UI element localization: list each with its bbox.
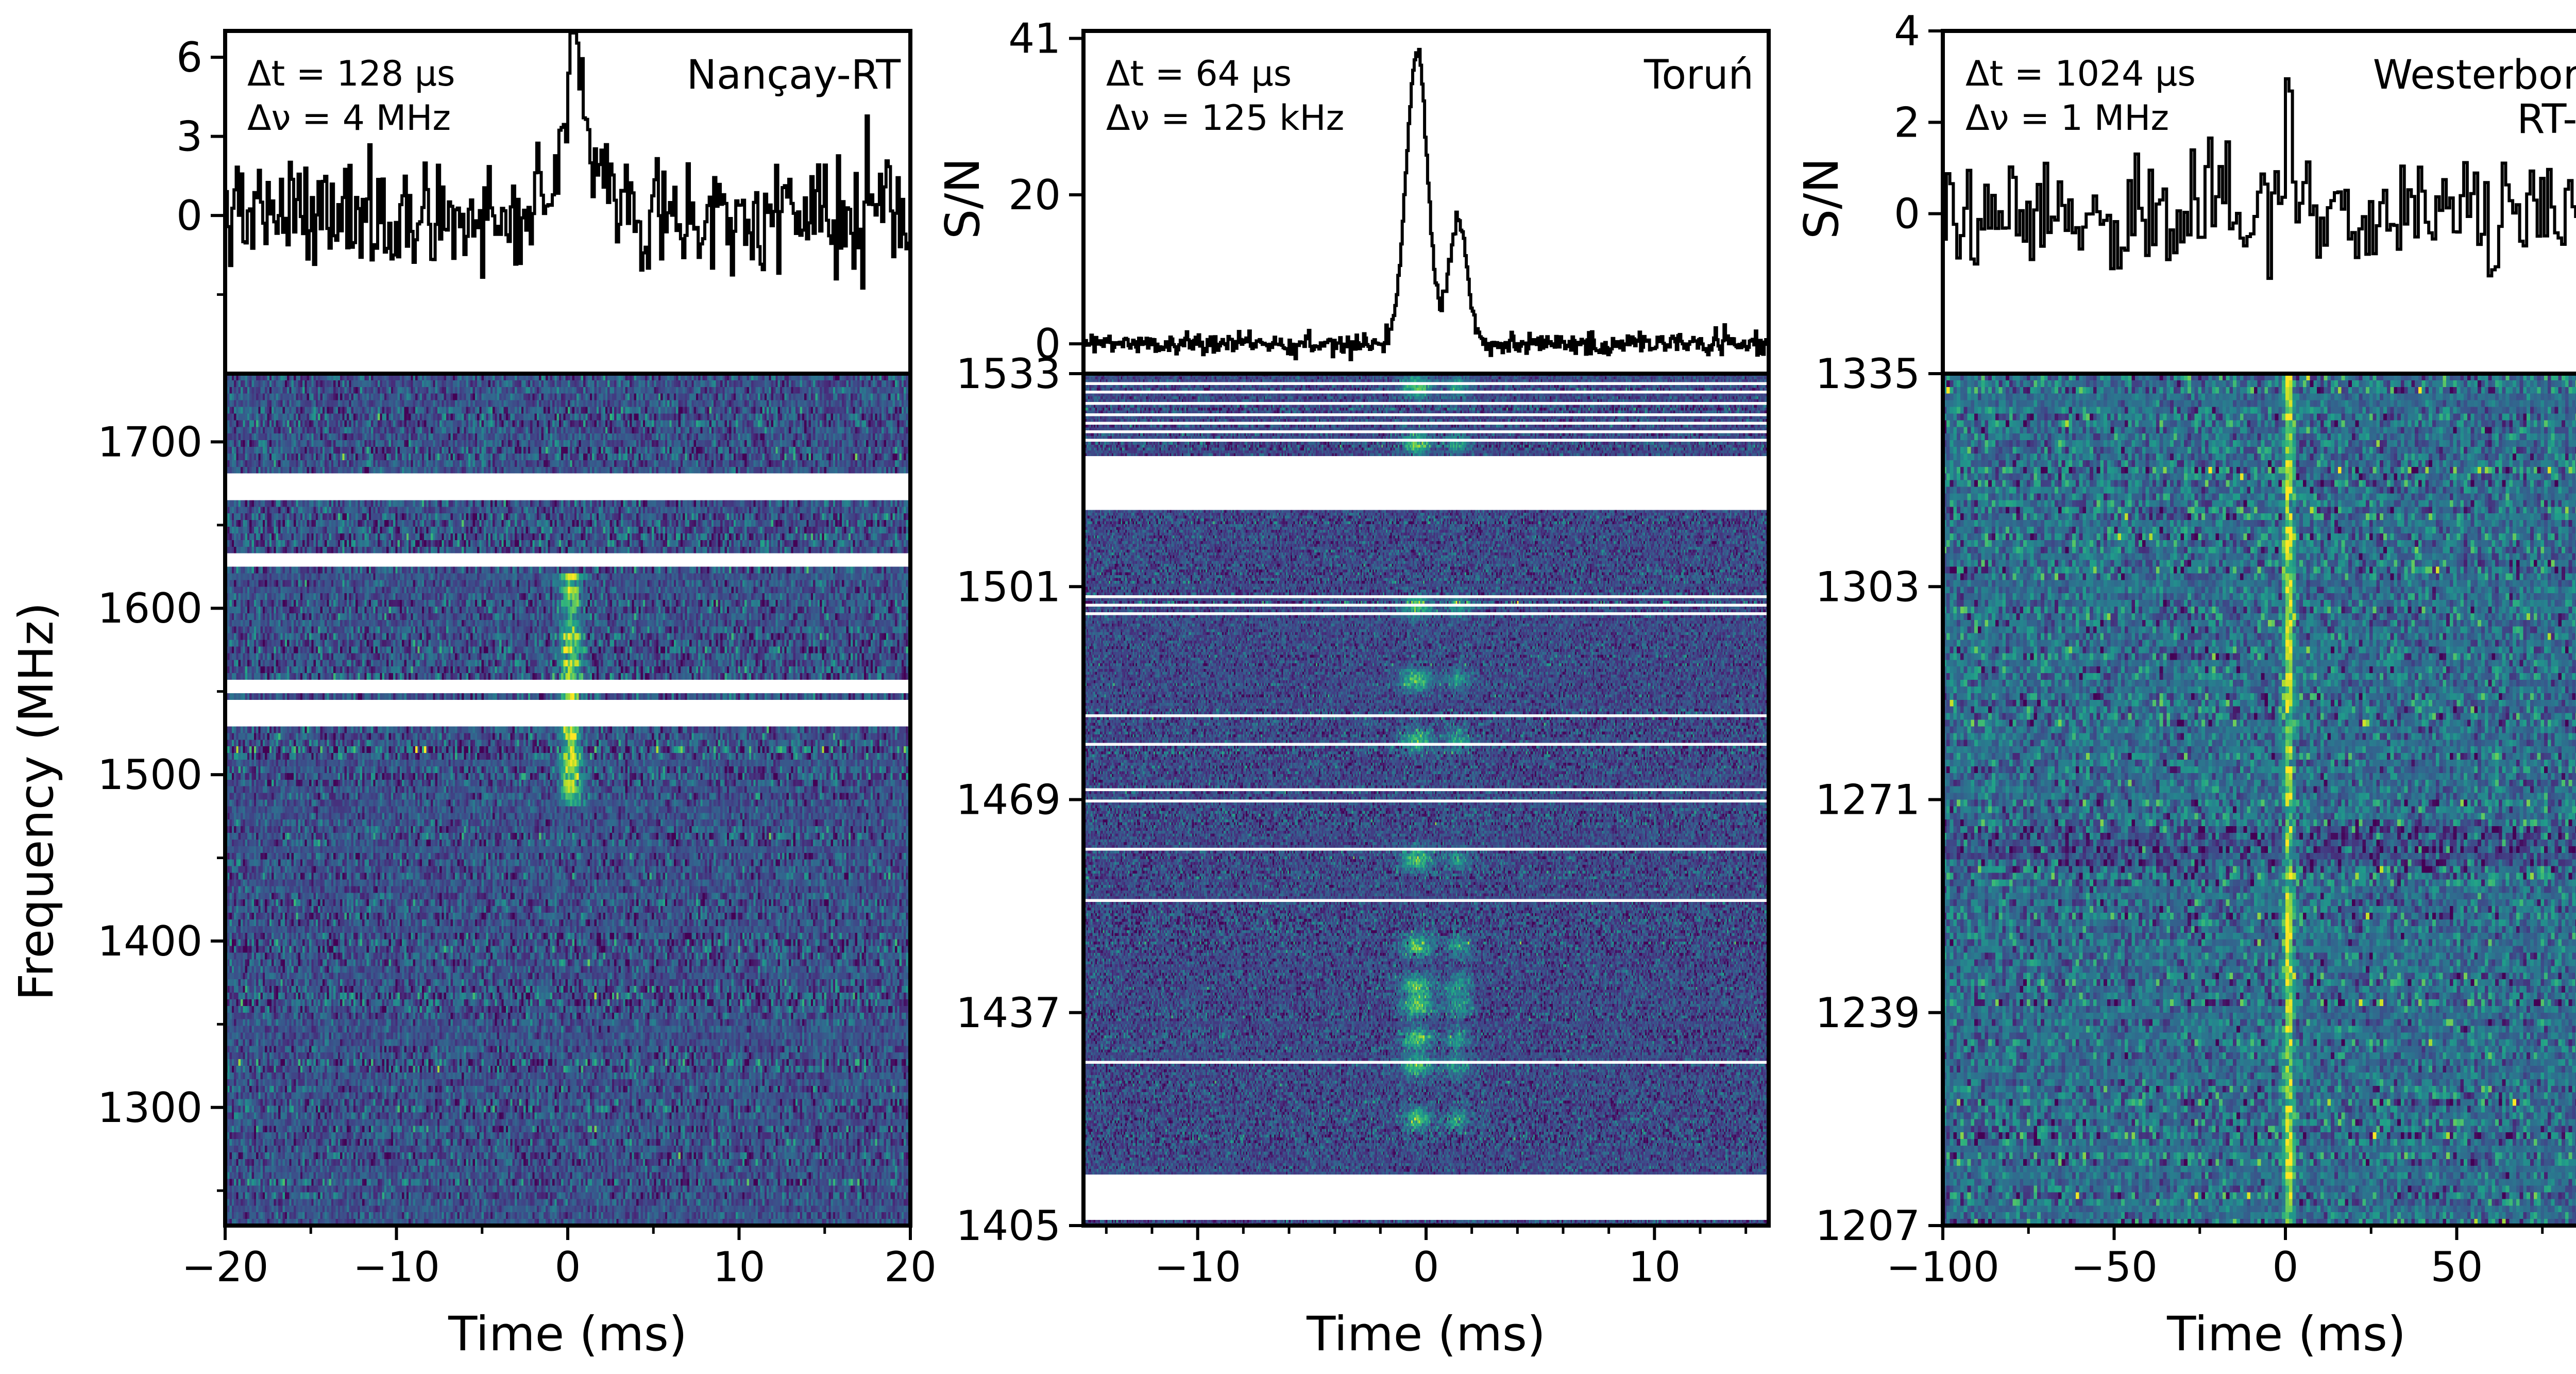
waterfall-axes: −10 0 10 1405 1437 1469 1501 1533	[956, 350, 1771, 1291]
ytick-label: 1600	[97, 584, 202, 632]
ytick-label: 1303	[1815, 563, 1920, 611]
xtick-label: −10	[1154, 1243, 1241, 1291]
ytick-label: 1501	[956, 563, 1061, 611]
xtick-label: 50	[2431, 1243, 2483, 1291]
freq-resolution-label: Δν = 4 MHz	[247, 98, 451, 139]
profile-line	[225, 31, 910, 290]
ytick-label: 1207	[1815, 1202, 1920, 1250]
ytick-label: 1500	[97, 751, 202, 799]
ytick-label: 1437	[956, 989, 1061, 1037]
xtick-label: −100	[1886, 1243, 1999, 1291]
xtick-label: 0	[1413, 1243, 1439, 1291]
xtick-label: 10	[713, 1243, 766, 1291]
panel-torun: 0 20 41 −10 0 10 1405 1437 1469 1501 1533 Δt = 64…	[935, 14, 1771, 1362]
telescope-label: Nançay-RT	[687, 52, 901, 98]
waterfall-image	[225, 374, 910, 1226]
freq-resolution-label: Δν = 125 kHz	[1106, 98, 1344, 139]
ytick-label: 1469	[956, 776, 1061, 824]
profile-y-axis-title: S/N	[935, 158, 990, 239]
ytick-label: 1405	[956, 1202, 1061, 1250]
ytick-label: 1300	[97, 1084, 202, 1132]
xtick-label: 0	[2273, 1243, 2299, 1291]
profile-line	[1083, 47, 1769, 361]
time-resolution-label: Δt = 1024 μs	[1965, 54, 2196, 94]
telescope-label-line2: RT-1	[2517, 96, 2576, 143]
x-axis-title: Time (ms)	[448, 1306, 687, 1362]
profile-ytick-label: 3	[176, 113, 202, 161]
waterfall-axes: −20 −10 0 10 20 1300 1400 1500 1600 1700	[97, 372, 937, 1291]
x-axis-title: Time (ms)	[1306, 1306, 1546, 1362]
ytick-label: 1533	[956, 350, 1061, 398]
ytick-label: 1700	[97, 418, 202, 466]
xtick-label: −50	[2071, 1243, 2158, 1291]
ytick-label: 1400	[97, 917, 202, 965]
profile-ytick-label: 4	[1894, 7, 1920, 55]
profile-line	[1943, 77, 2576, 280]
x-axis-title: Time (ms)	[2166, 1306, 2406, 1362]
time-resolution-label: Δt = 64 μs	[1106, 54, 1292, 94]
ytick-label: 1239	[1815, 989, 1920, 1037]
waterfall-image	[1083, 374, 1769, 1226]
ytick-label: 1335	[1815, 350, 1920, 398]
time-resolution-label: Δt = 128 μs	[247, 54, 455, 94]
waterfall-image	[1943, 374, 2576, 1226]
xtick-label: 10	[1628, 1243, 1681, 1291]
profile-ytick-label: 20	[1008, 171, 1061, 219]
waterfall-axes: −100−5005010012071239127113031335	[1815, 350, 2576, 1291]
profile-ytick-label: 6	[176, 33, 202, 81]
profile-ytick-label: 0	[1894, 190, 1920, 238]
xtick-label: 0	[555, 1243, 581, 1291]
profile-y-axis-title: S/N	[1794, 158, 1849, 239]
profile-ytick-label: 0	[176, 192, 202, 240]
telescope-label-line1: Westerbork	[2373, 52, 2576, 98]
panel-westerbork: 024 −100−5005010012071239127113031335 Δt…	[1794, 7, 2576, 1362]
ytick-label: 1271	[1815, 776, 1920, 824]
y-axis-title: Frequency (MHz)	[9, 602, 64, 1000]
profile-ytick-label: 0	[1035, 320, 1061, 368]
profile-ytick-label: 2	[1894, 98, 1920, 146]
telescope-label: Toruń	[1643, 52, 1754, 98]
panel-nancay: 0 3 6 −20 −10 0 10 20 1300 1400 1500 1600 1700 Δt =…	[9, 29, 937, 1362]
xtick-label: −20	[182, 1243, 269, 1291]
profile-ytick-label: 41	[1008, 14, 1061, 62]
xtick-label: 20	[884, 1243, 937, 1291]
freq-resolution-label: Δν = 1 MHz	[1965, 98, 2169, 139]
xtick-label: −10	[353, 1243, 440, 1291]
